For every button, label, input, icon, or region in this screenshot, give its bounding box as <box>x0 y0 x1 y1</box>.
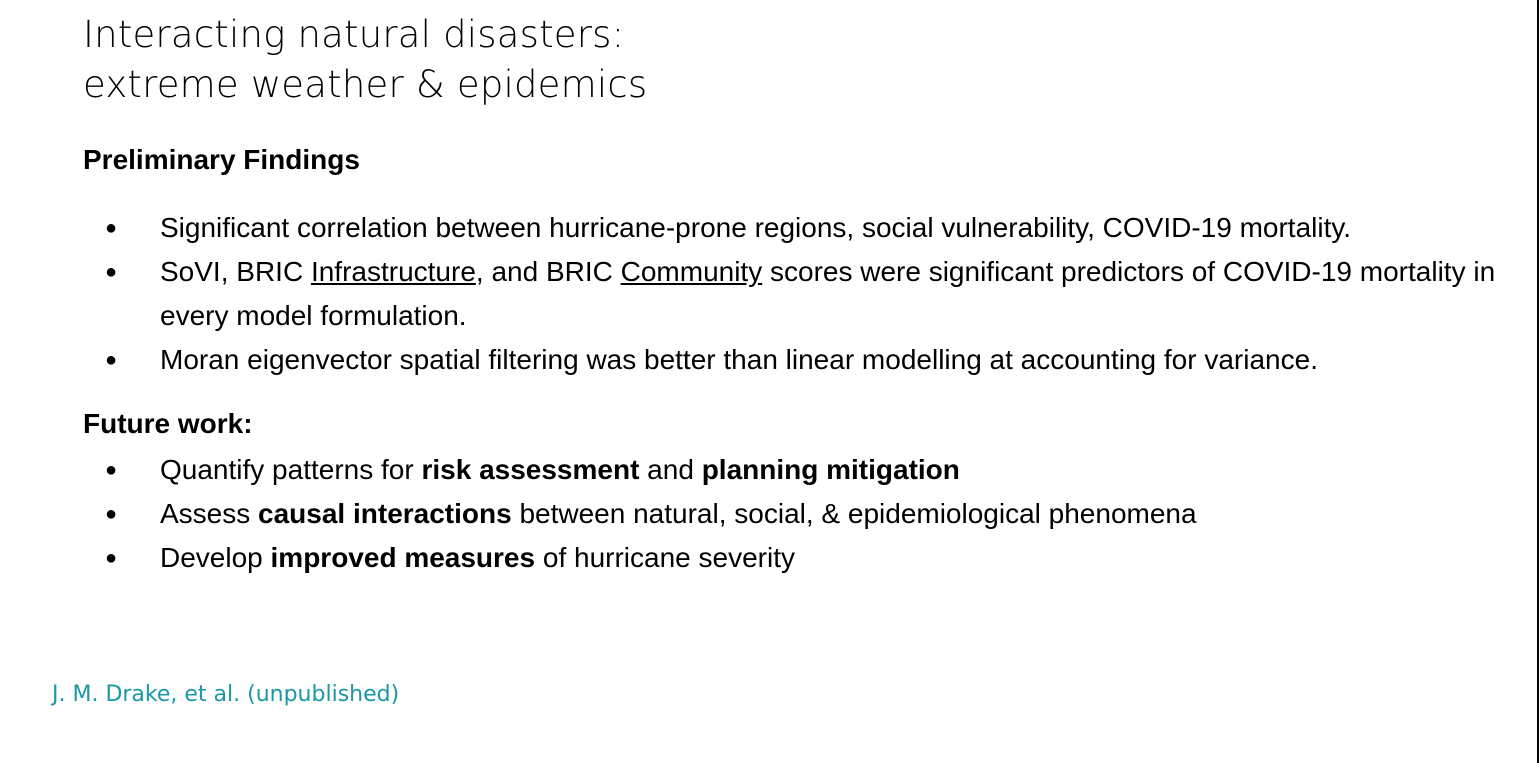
future-text: Quantify patterns for <box>160 454 422 485</box>
title-line-1: Interacting natural disasters: <box>83 13 625 56</box>
bullet-icon: ● <box>105 459 118 481</box>
findings-heading: Preliminary Findings <box>83 144 360 175</box>
list-item: ● SoVI, BRIC Infrastructure, and BRIC Co… <box>0 250 1532 338</box>
slide-title: Interacting natural disasters: extreme w… <box>83 10 647 110</box>
future-text: and <box>639 454 702 485</box>
finding-text: scores were significant predictors of CO… <box>160 256 1496 331</box>
underlined-term-infrastructure: Infrastructure <box>310 256 476 287</box>
bold-term-causal-interactions: causal interactions <box>258 498 512 529</box>
future-work-list: ● Quantify patterns for risk assessment … <box>0 448 1197 580</box>
bold-term-improved-measures: improved measures <box>270 542 536 573</box>
future-text: of hurricane severity <box>535 542 795 573</box>
finding-text: Significant correlation between hurrican… <box>160 212 1352 243</box>
future-text: Assess <box>160 498 259 529</box>
future-text: between natural, social, & epidemiologic… <box>511 498 1197 529</box>
finding-text: Moran eigenvector spatial filtering was … <box>160 344 1318 375</box>
list-item: ● Assess causal interactions between nat… <box>0 492 1197 536</box>
bullet-icon: ● <box>105 349 118 371</box>
future-text: Develop <box>160 542 271 573</box>
bullet-icon: ● <box>105 261 118 283</box>
bold-term-planning-mitigation: planning mitigation <box>701 454 960 485</box>
list-item: ● Moran eigenvector spatial filtering wa… <box>0 338 1532 382</box>
title-line-2: extreme weather & epidemics <box>83 63 648 106</box>
list-item: ● Significant correlation between hurric… <box>0 206 1532 250</box>
bullet-icon: ● <box>105 503 118 525</box>
list-item: ● Develop improved measures of hurricane… <box>0 536 1197 580</box>
citation: J. M. Drake, et al. (unpublished) <box>52 682 400 707</box>
finding-text: SoVI, BRIC <box>160 256 311 287</box>
finding-text: , and BRIC <box>475 256 621 287</box>
slide-right-border <box>1537 0 1539 763</box>
findings-list: ● Significant correlation between hurric… <box>0 206 1532 382</box>
bold-term-risk-assessment: risk assessment <box>421 454 640 485</box>
bullet-icon: ● <box>105 217 118 239</box>
future-work-heading: Future work: <box>83 408 253 439</box>
bullet-icon: ● <box>105 547 118 569</box>
list-item: ● Quantify patterns for risk assessment … <box>0 448 1197 492</box>
underlined-term-community: Community <box>620 256 763 287</box>
